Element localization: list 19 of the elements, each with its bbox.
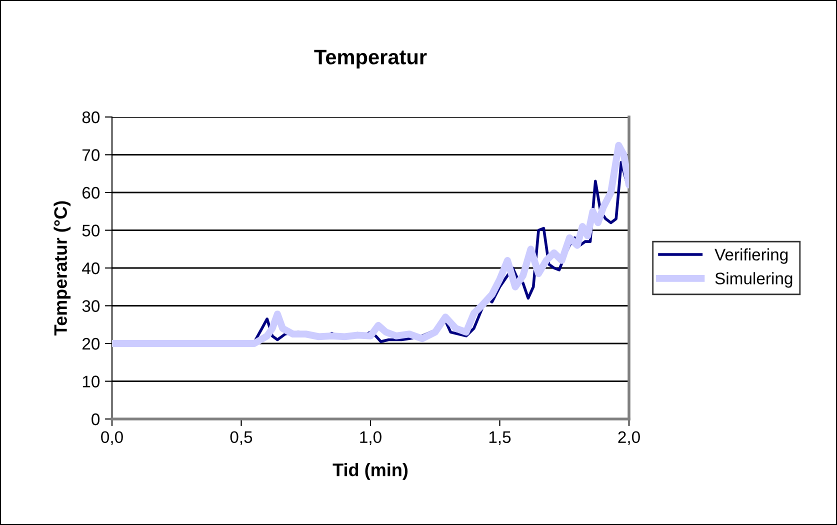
x-tick-label: 1,0 [360, 431, 382, 446]
y-tick-label: 60 [82, 186, 100, 199]
x-tick-label: 0,5 [230, 431, 252, 446]
y-tick-label: 10 [82, 376, 100, 388]
x-tick-label: 1,5 [489, 431, 511, 446]
x-axis-title: Tid (min) [332, 463, 408, 480]
legend-label: Verifiering [714, 248, 788, 264]
x-tick-label: 2,0 [618, 431, 640, 446]
y-tick-label: 0 [92, 413, 100, 426]
legend-label: Simulering [715, 272, 792, 288]
y-tick-label: 20 [82, 338, 100, 350]
y-axis-title: Temperatur (°C) [54, 201, 71, 336]
y-tick-label: 40 [82, 262, 100, 274]
y-tick-label: 50 [82, 224, 100, 236]
y-tick-label: 80 [82, 111, 100, 124]
y-tick-label: 70 [82, 149, 100, 161]
x-tick-label: 0,0 [101, 431, 123, 446]
chart-title: Temperatur [314, 50, 427, 69]
y-tick-label: 30 [82, 300, 100, 312]
